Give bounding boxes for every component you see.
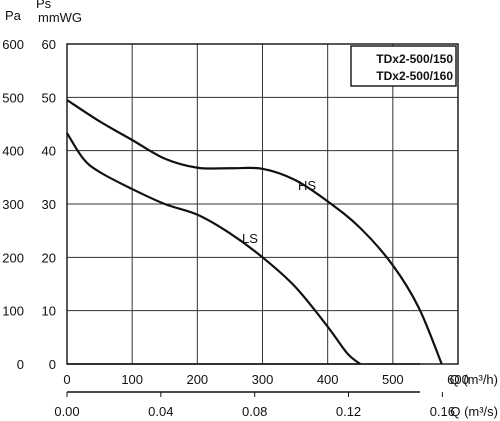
x-tick-label-m3h: 300 — [252, 372, 274, 387]
y-tick-label-pa: 300 — [2, 197, 24, 212]
y-tick-label-pa: 500 — [2, 90, 24, 105]
curve-hs — [66, 99, 443, 365]
y-tick-label-mmwg: 0 — [49, 357, 56, 372]
axes — [66, 43, 459, 393]
y-tick-label-pa: 600 — [2, 37, 24, 52]
y-tick-label-pa: 400 — [2, 144, 24, 159]
x-tick-label-m3h: 400 — [317, 372, 339, 387]
y-tick-label-pa: 100 — [2, 304, 24, 319]
x-tick-label-m3s: 0.16 — [430, 404, 455, 419]
y-tick-label-mmwg: 40 — [42, 144, 56, 159]
x-tick-label-m3h: 200 — [186, 372, 208, 387]
x-tick-label-m3s: 0.04 — [148, 404, 173, 419]
curve-ls — [66, 132, 361, 365]
x-tick-label-m3h: 500 — [382, 372, 404, 387]
y-tick-label-pa: 0 — [17, 357, 24, 372]
y-right-unit-label-bottom: mmWG — [38, 10, 82, 25]
y-tick-label-mmwg: 60 — [42, 37, 56, 52]
y-right-unit-label-top: Ps — [36, 0, 52, 11]
x-tick-label-m3s: 0.12 — [336, 404, 361, 419]
x-axis-label-top: Q (m³/h) — [450, 372, 498, 387]
curve-label-hs: HS — [298, 178, 316, 193]
x-tick-label-m3s: 0.08 — [242, 404, 267, 419]
y-tick-label-mmwg: 10 — [42, 304, 56, 319]
x-tick-label-m3h: 600 — [447, 372, 469, 387]
x-axis-label-bottom: Q (m³/s) — [450, 404, 498, 419]
legend-entry-2: TDx2-500/160 — [376, 69, 453, 83]
x-tick-label-m3s: 0.00 — [54, 404, 79, 419]
grid — [66, 43, 459, 365]
x-tick-label-m3h: 100 — [121, 372, 143, 387]
y-tick-label-mmwg: 30 — [42, 197, 56, 212]
y-tick-label-mmwg: 50 — [42, 90, 56, 105]
legend-entry-1: TDx2-500/150 — [376, 52, 453, 66]
x-tick-label-m3h: 0 — [63, 372, 70, 387]
curve-label-ls: LS — [242, 231, 258, 246]
legend-border — [350, 45, 457, 87]
curves: HS LS — [66, 99, 443, 365]
y-tick-label-pa: 200 — [2, 250, 24, 265]
y-tick-label-mmwg: 20 — [42, 250, 56, 265]
y-left-unit-label: Pa — [5, 8, 22, 23]
legend-box: TDx2-500/150 TDx2-500/160 — [350, 45, 457, 87]
